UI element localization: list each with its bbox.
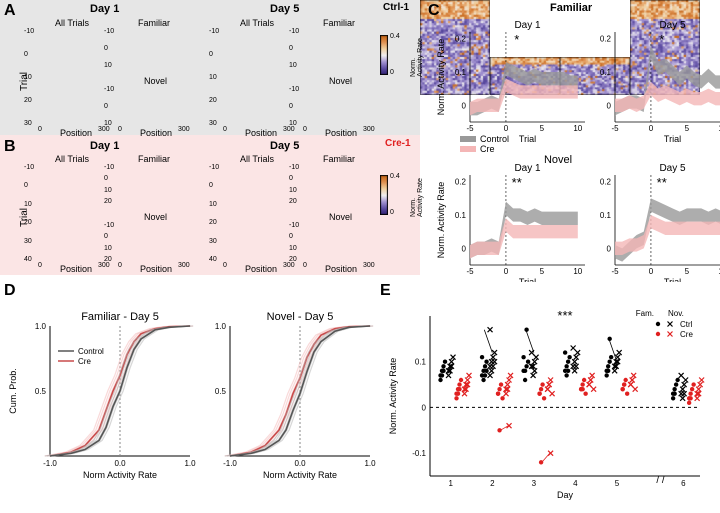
svg-text:Norm. Activity Rate: Norm. Activity Rate (436, 39, 446, 116)
svg-text:0.5: 0.5 (35, 387, 47, 396)
svg-text:-0.1: -0.1 (412, 449, 426, 458)
svg-text:1.0: 1.0 (215, 322, 227, 331)
svg-text:-5: -5 (611, 267, 619, 276)
svg-text:0.5: 0.5 (215, 387, 227, 396)
svg-text:5: 5 (540, 267, 545, 276)
svg-text:Cre: Cre (680, 330, 693, 339)
svg-text:-1.0: -1.0 (43, 459, 57, 468)
svg-text:0.1: 0.1 (600, 68, 612, 77)
svg-text:0: 0 (504, 124, 509, 133)
colorbar-b (380, 175, 388, 215)
svg-text:1.0: 1.0 (184, 459, 196, 468)
svg-text:***: *** (557, 308, 572, 323)
svg-text:Control: Control (78, 347, 104, 356)
svg-text:1: 1 (449, 479, 454, 488)
svg-text:Day 5: Day 5 (659, 163, 686, 174)
svg-text:5: 5 (685, 267, 690, 276)
svg-text:**: ** (512, 175, 522, 190)
svg-text:Trial: Trial (664, 277, 681, 282)
svg-text:*: * (514, 32, 519, 47)
svg-text:3: 3 (532, 479, 537, 488)
cond-cre: Cre-1 (385, 138, 411, 149)
svg-text:Nov.: Nov. (668, 309, 684, 318)
svg-text:0.2: 0.2 (600, 178, 612, 187)
svg-text:Novel: Novel (544, 154, 572, 166)
svg-text:6: 6 (681, 479, 686, 488)
panel-c-svg: Day 1 0 0.1 0.2 -5 0 5 10 * Norm. Activity Rate Tr… (428, 12, 720, 282)
svg-text:0.2: 0.2 (600, 35, 612, 44)
svg-text:-5: -5 (466, 267, 474, 276)
svg-text:4: 4 (573, 479, 578, 488)
svg-text:Fam.: Fam. (636, 309, 654, 318)
svg-text:Norm Activity Rate: Norm Activity Rate (263, 470, 337, 480)
svg-text:5: 5 (615, 479, 620, 488)
cond-ctrl: Ctrl-1 (383, 2, 409, 13)
svg-text:Trial: Trial (519, 134, 536, 144)
svg-text:**: ** (657, 175, 667, 190)
svg-text:0: 0 (649, 267, 654, 276)
svg-text:0: 0 (504, 267, 509, 276)
svg-text:Norm. Activity Rate: Norm. Activity Rate (436, 182, 446, 259)
svg-text:-5: -5 (611, 124, 619, 133)
svg-text:Ctrl: Ctrl (680, 320, 693, 329)
svg-text:10: 10 (573, 124, 582, 133)
svg-text:0.0: 0.0 (294, 459, 306, 468)
svg-text:/ /: / / (656, 475, 665, 486)
svg-text:Familiar - Day 5: Familiar - Day 5 (81, 311, 159, 323)
svg-text:5: 5 (685, 124, 690, 133)
svg-text:Trial: Trial (664, 134, 681, 144)
svg-text:0.2: 0.2 (455, 35, 467, 44)
svg-text:0: 0 (607, 101, 612, 110)
svg-text:Trial: Trial (519, 277, 536, 282)
svg-text:0: 0 (462, 101, 467, 110)
svg-text:0: 0 (649, 124, 654, 133)
panel-e-svg: -0.1 0 0.1 1 2 3 4 5 6 / / Day Norm. Activity Rate *… (380, 296, 720, 513)
svg-text:-5: -5 (466, 124, 474, 133)
colorbar-a (380, 35, 388, 75)
svg-text:1.0: 1.0 (35, 322, 47, 331)
svg-text:Norm. Activity Rate: Norm. Activity Rate (388, 358, 398, 435)
svg-text:0.2: 0.2 (455, 178, 467, 187)
svg-text:0.1: 0.1 (600, 211, 612, 220)
svg-text:*: * (659, 32, 664, 47)
svg-text:2: 2 (490, 479, 495, 488)
svg-text:Norm Activity Rate: Norm Activity Rate (83, 470, 157, 480)
svg-text:0: 0 (422, 403, 427, 412)
panel-d-svg: Familiar - Day 5 -1.0 0.0 1.0 0.5 1.0 Norm Act… (0, 296, 380, 513)
svg-text:0.1: 0.1 (415, 358, 427, 367)
svg-text:0.1: 0.1 (455, 68, 467, 77)
svg-text:Cum. Prob.: Cum. Prob. (8, 368, 18, 414)
svg-text:Day: Day (557, 490, 574, 500)
svg-text:Control: Control (480, 134, 509, 144)
svg-text:0.0: 0.0 (114, 459, 126, 468)
svg-text:Novel - Day 5: Novel - Day 5 (267, 311, 334, 323)
svg-text:Cre: Cre (78, 357, 91, 366)
svg-text:10: 10 (573, 267, 582, 276)
svg-text:0.1: 0.1 (455, 211, 467, 220)
svg-text:-1.0: -1.0 (223, 459, 237, 468)
svg-text:Day 1: Day 1 (514, 163, 541, 174)
svg-text:Cre: Cre (480, 144, 495, 154)
svg-text:0: 0 (607, 244, 612, 253)
svg-text:Day 1: Day 1 (514, 20, 541, 31)
svg-text:1.0: 1.0 (364, 459, 376, 468)
svg-text:5: 5 (540, 124, 545, 133)
svg-text:Day 5: Day 5 (659, 20, 686, 31)
svg-text:0: 0 (462, 244, 467, 253)
